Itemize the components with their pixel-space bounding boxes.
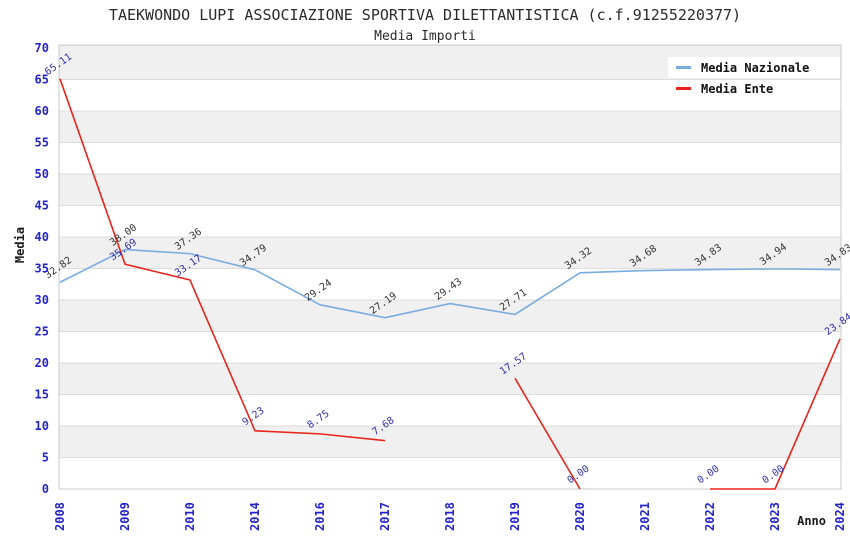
point-label-ente: 0.00 — [696, 464, 722, 487]
y-tick-label: 35 — [35, 262, 49, 276]
x-tick-label: 2024 — [833, 502, 847, 531]
y-tick-label: 40 — [35, 230, 49, 244]
x-tick-label: 2019 — [508, 502, 522, 531]
x-axis-label: Anno — [797, 514, 826, 528]
x-tick-label: 2008 — [53, 502, 67, 531]
x-tick-label: 2016 — [313, 502, 327, 531]
x-tick-label: 2018 — [443, 502, 457, 531]
legend-item-media-nazionale: Media Nazionale — [668, 57, 840, 78]
x-tick-label: 2022 — [703, 502, 717, 531]
legend-item-media-ente: Media Ente — [668, 78, 840, 99]
legend-line-sample-ente — [676, 87, 691, 90]
y-tick-label: 25 — [35, 325, 49, 339]
x-tick-label: 2009 — [118, 502, 132, 531]
legend-label: Media Nazionale — [701, 60, 810, 75]
series-line-ente — [59, 78, 386, 442]
point-label-nazionale: 29.43 — [433, 276, 464, 302]
plot-band — [59, 426, 841, 458]
legend: Media Nazionale Media Ente — [668, 57, 840, 99]
legend-line-sample-nazionale — [676, 66, 691, 69]
point-label-ente: 0.00 — [566, 464, 592, 487]
y-tick-label: 45 — [35, 199, 49, 213]
y-tick-label: 20 — [35, 356, 49, 370]
point-label-ente: 0.00 — [761, 464, 787, 487]
plot-band — [59, 300, 841, 332]
legend-label: Media Ente — [701, 81, 774, 96]
series-line-ente — [514, 377, 581, 490]
x-tick-label: 2014 — [248, 502, 262, 531]
x-tick-label: 2020 — [573, 502, 587, 531]
plot-band — [59, 111, 841, 143]
series-line-nazionale — [59, 248, 841, 319]
plot-band — [59, 174, 841, 206]
y-tick-label: 50 — [35, 167, 49, 181]
series-line-ente — [710, 338, 841, 490]
y-tick-label: 65 — [35, 73, 49, 87]
chart-title: TAEKWONDO LUPI ASSOCIAZIONE SPORTIVA DIL… — [108, 6, 742, 24]
y-axis-label: Media — [13, 226, 27, 264]
plot-band — [59, 237, 841, 269]
y-tick-label: 10 — [35, 419, 49, 433]
y-tick-label: 30 — [35, 293, 49, 307]
x-tick-label: 2023 — [768, 502, 782, 531]
y-tick-label: 55 — [35, 136, 49, 150]
chart-subtitle: Media Importi — [374, 29, 476, 44]
x-tick-label: 2010 — [183, 502, 197, 531]
y-tick-label: 15 — [35, 388, 49, 402]
x-tick-label: 2017 — [378, 502, 392, 531]
plot-band — [59, 363, 841, 395]
y-tick-label: 60 — [35, 104, 49, 118]
y-tick-label: 0 — [42, 482, 49, 496]
y-tick-label: 70 — [35, 41, 49, 55]
point-label-ente: 9.23 — [241, 405, 267, 428]
y-tick-label: 5 — [42, 451, 49, 465]
plot-border — [58, 44, 842, 490]
x-tick-label: 2021 — [638, 502, 652, 531]
